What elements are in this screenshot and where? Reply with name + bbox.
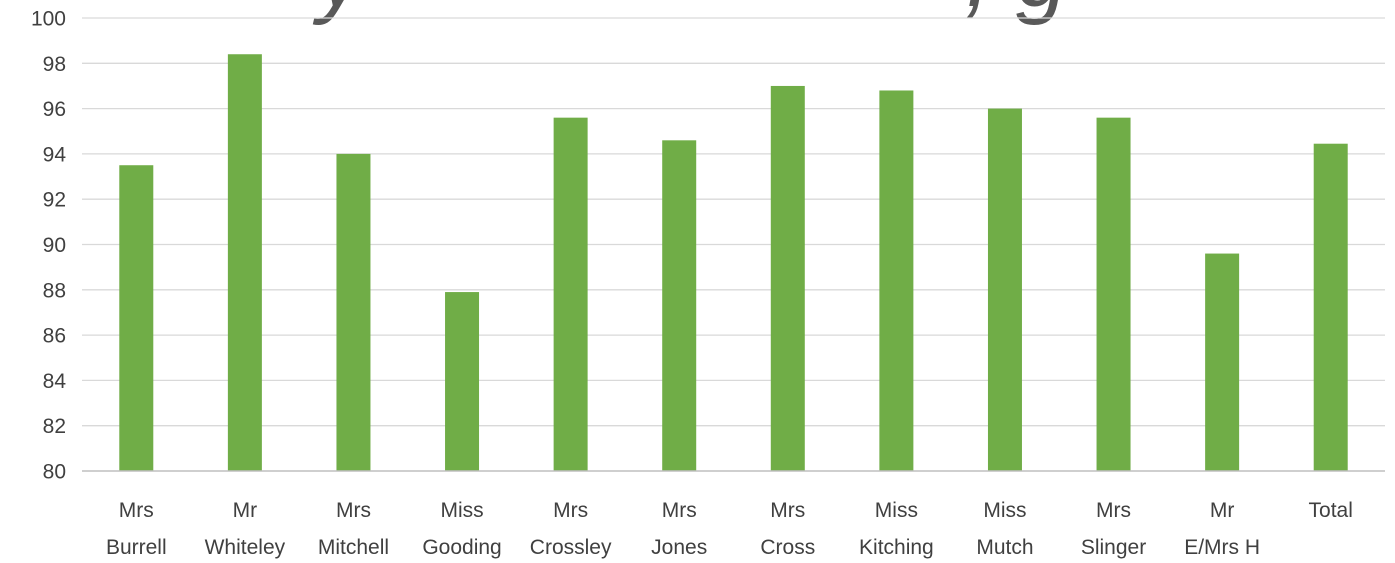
y-tick-label: 86	[43, 325, 66, 348]
bar	[227, 54, 262, 472]
bar	[336, 153, 371, 471]
x-category-label: Mrs Slinger	[1081, 499, 1146, 559]
bar	[879, 90, 914, 471]
y-tick-label: 96	[43, 98, 66, 121]
x-category-label: Miss Gooding	[422, 499, 501, 559]
y-tick-label: 84	[43, 370, 67, 393]
x-category-label: Mrs Mitchell	[318, 499, 389, 559]
bar	[553, 117, 588, 471]
x-axis-category-labels: Mrs Burrell Mr Whiteley Mrs Mitchell Miss Goodi…	[106, 499, 1353, 559]
y-tick-label: 94	[43, 143, 67, 166]
y-tick-label: 98	[43, 53, 66, 76]
bar	[445, 292, 480, 471]
y-tick-label: 80	[43, 461, 66, 484]
x-category-label: Mrs Cross	[760, 499, 815, 559]
bar	[119, 165, 154, 471]
bar	[987, 108, 1022, 471]
chart-title-cropped: y , g	[312, 0, 1067, 26]
y-tick-label: 92	[43, 189, 66, 212]
x-category-label: Miss Mutch	[976, 499, 1033, 559]
bar	[1096, 117, 1131, 471]
x-category-label: Miss Kitching	[859, 499, 934, 559]
y-tick-label: 82	[43, 415, 66, 438]
x-category-label: Mrs Burrell	[106, 499, 167, 559]
x-category-label: Mrs Crossley	[530, 499, 612, 559]
bar	[662, 140, 697, 471]
bar	[1313, 143, 1348, 471]
x-category-label: Total	[1309, 499, 1353, 522]
y-tick-label: 90	[43, 234, 66, 257]
gridlines	[82, 17, 1385, 427]
y-tick-label: 88	[43, 279, 66, 302]
title-fragment-right: , g	[965, 0, 1067, 26]
y-axis-tick-labels: 80 82 84 86 88 90 92 94 96 98 100	[31, 8, 66, 484]
bar	[770, 85, 805, 471]
x-category-label: Mrs Jones	[651, 499, 707, 559]
y-tick-label: 100	[31, 8, 66, 31]
bars	[119, 54, 1348, 472]
bar	[1205, 253, 1240, 471]
title-fragment-left: y	[312, 0, 369, 26]
x-category-label: Mr E/Mrs H	[1184, 499, 1260, 559]
x-category-label: Mr Whiteley	[205, 499, 286, 559]
